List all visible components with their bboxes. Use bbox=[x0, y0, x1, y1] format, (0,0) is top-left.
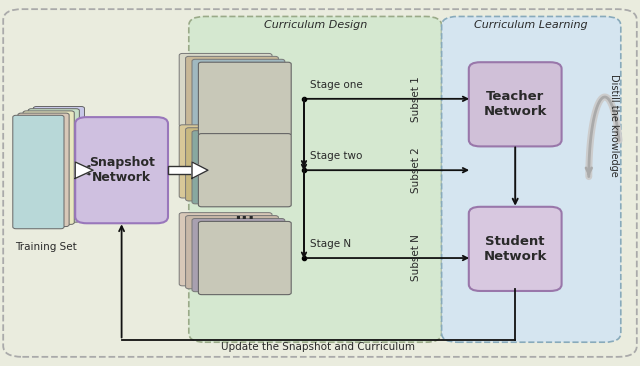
Text: Teacher
Network: Teacher Network bbox=[483, 90, 547, 118]
FancyBboxPatch shape bbox=[198, 134, 291, 207]
Text: Student
Network: Student Network bbox=[483, 235, 547, 263]
FancyBboxPatch shape bbox=[76, 166, 77, 174]
FancyBboxPatch shape bbox=[18, 113, 69, 227]
FancyBboxPatch shape bbox=[468, 62, 562, 146]
Text: Stage one: Stage one bbox=[310, 80, 363, 90]
FancyBboxPatch shape bbox=[468, 207, 562, 291]
FancyBboxPatch shape bbox=[192, 59, 285, 132]
FancyBboxPatch shape bbox=[76, 117, 168, 223]
Polygon shape bbox=[192, 162, 208, 178]
FancyBboxPatch shape bbox=[189, 16, 442, 342]
FancyBboxPatch shape bbox=[442, 16, 621, 342]
FancyBboxPatch shape bbox=[186, 56, 278, 130]
FancyBboxPatch shape bbox=[186, 216, 278, 289]
FancyBboxPatch shape bbox=[179, 53, 272, 127]
Text: ...: ... bbox=[234, 205, 255, 223]
FancyBboxPatch shape bbox=[168, 166, 192, 174]
FancyBboxPatch shape bbox=[186, 128, 278, 201]
Text: Stage N: Stage N bbox=[310, 239, 351, 249]
Text: Stage two: Stage two bbox=[310, 151, 363, 161]
FancyBboxPatch shape bbox=[198, 62, 291, 135]
Text: Training Set: Training Set bbox=[15, 242, 77, 251]
FancyBboxPatch shape bbox=[13, 115, 64, 229]
FancyBboxPatch shape bbox=[33, 107, 84, 220]
Text: Distill the knowledge: Distill the knowledge bbox=[609, 74, 620, 177]
Text: Update the Snapshot and Curriculum: Update the Snapshot and Curriculum bbox=[221, 342, 415, 352]
Text: Subset N: Subset N bbox=[411, 235, 421, 281]
Text: Subset 2: Subset 2 bbox=[411, 147, 421, 193]
FancyBboxPatch shape bbox=[23, 111, 74, 224]
FancyBboxPatch shape bbox=[198, 221, 291, 295]
Polygon shape bbox=[76, 162, 93, 178]
FancyBboxPatch shape bbox=[3, 9, 637, 357]
FancyBboxPatch shape bbox=[192, 131, 285, 204]
FancyBboxPatch shape bbox=[179, 213, 272, 286]
Text: Snapshot
Network: Snapshot Network bbox=[89, 156, 154, 184]
FancyBboxPatch shape bbox=[179, 125, 272, 198]
Text: Curriculum Design: Curriculum Design bbox=[264, 20, 367, 30]
Text: Subset 1: Subset 1 bbox=[411, 76, 421, 122]
FancyBboxPatch shape bbox=[28, 109, 79, 222]
Text: Curriculum Learning: Curriculum Learning bbox=[474, 20, 588, 30]
FancyBboxPatch shape bbox=[192, 219, 285, 292]
